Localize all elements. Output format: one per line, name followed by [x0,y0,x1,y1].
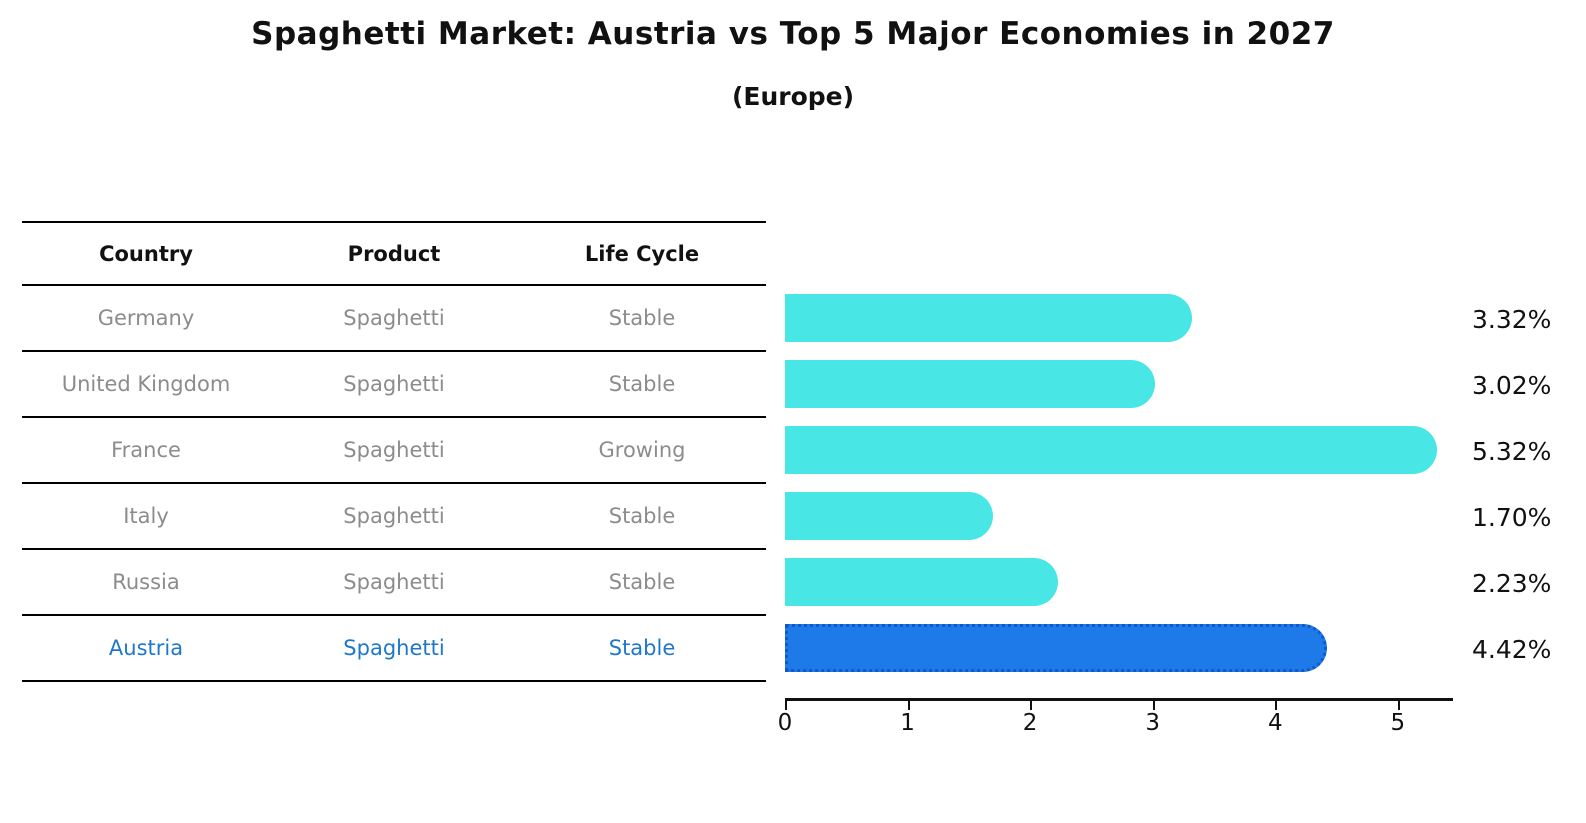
bar-row-3 [785,483,1453,549]
value-label-2: 5.32% [1472,437,1552,466]
bar-row-5 [785,615,1453,681]
bar-germany [785,294,1192,342]
cell-product: Spaghetti [343,438,445,462]
bar-united-kingdom [785,360,1156,408]
table-header-row: Country Product Life Cycle [22,223,766,286]
country-table: Country Product Life Cycle Germany Spaghe… [22,221,766,682]
table-row-russia: Russia Spaghetti Stable [22,550,766,616]
table-row-austria: Austria Spaghetti Stable [22,616,766,682]
x-tick-3 [1152,701,1155,710]
cell-product: Spaghetti [343,372,445,396]
bar-russia [785,558,1059,606]
cell-product: Spaghetti [343,636,445,660]
chart-title: Spaghetti Market: Austria vs Top 5 Major… [251,16,1335,52]
cell-country: Russia [112,570,180,594]
value-labels: 3.32% 3.02% 5.32% 1.70% 2.23% 4.42% [1472,285,1584,681]
table-row-italy: Italy Spaghetti Stable [22,484,766,550]
bar-france [785,426,1438,474]
table-row-germany: Germany Spaghetti Stable [22,286,766,352]
x-axis-line [785,698,1453,701]
value-label-0: 3.32% [1472,305,1552,334]
x-tick-1 [907,701,910,710]
x-tick-label-2: 2 [1022,710,1038,736]
cell-product: Spaghetti [343,306,445,330]
x-tick-5 [1397,701,1400,710]
chart-subtitle: (Europe) [731,82,855,111]
bar-row-4 [785,549,1453,615]
cell-life-cycle: Stable [608,636,676,660]
bar-row-1 [785,351,1453,417]
x-tick-label-3: 3 [1145,710,1161,736]
cell-country: France [111,438,181,462]
table-row-united-kingdom: United Kingdom Spaghetti Stable [22,352,766,418]
x-tick-4 [1275,701,1278,710]
x-tick-label-0: 0 [777,710,793,736]
x-tick-label-5: 5 [1390,710,1406,736]
cell-life-cycle: Stable [608,504,676,528]
cell-life-cycle: Stable [608,570,676,594]
column-header-country: Country [99,241,193,266]
table-row-france: France Spaghetti Growing [22,418,766,484]
cell-life-cycle: Growing [598,438,686,462]
bar-italy [785,492,994,540]
column-header-product: Product [347,241,441,266]
cell-life-cycle: Stable [608,306,676,330]
bar-row-0 [785,285,1453,351]
bar-plot [785,285,1453,681]
cell-country: United Kingdom [61,372,231,396]
table-body: Germany Spaghetti Stable United Kingdom Spag… [22,286,766,682]
x-tick-label-1: 1 [900,710,915,736]
cell-country: Germany [97,306,195,330]
cell-product: Spaghetti [343,504,445,528]
value-label-5: 4.42% [1472,635,1552,664]
x-tick-2 [1030,701,1033,710]
bar-row-2 [785,417,1453,483]
value-label-1: 3.02% [1472,371,1552,400]
cell-product: Spaghetti [343,570,445,594]
value-label-3: 1.70% [1472,503,1552,532]
x-tick-label-4: 4 [1267,710,1283,736]
cell-life-cycle: Stable [608,372,676,396]
bar-austria [785,624,1327,672]
column-header-life-cycle: Life Cycle [584,241,700,266]
cell-country: Austria [108,636,184,660]
x-tick-0 [785,701,787,710]
value-label-4: 2.23% [1472,569,1552,598]
cell-country: Italy [123,504,169,528]
